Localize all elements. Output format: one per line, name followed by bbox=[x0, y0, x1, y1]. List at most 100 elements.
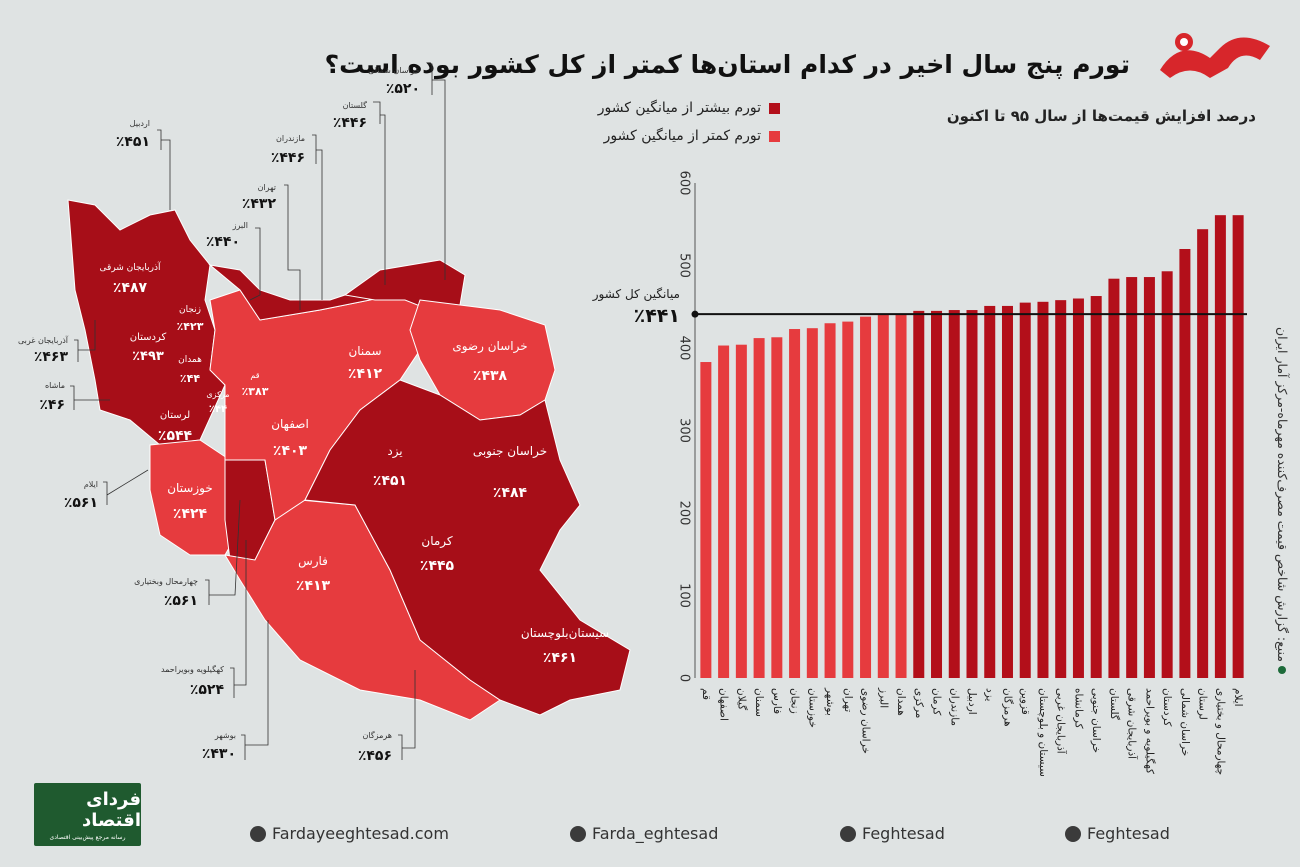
bar bbox=[1019, 302, 1031, 678]
footer-website-link[interactable]: Fardayeeghtesad.com bbox=[250, 824, 449, 843]
x-tick-label: گیلان bbox=[735, 688, 748, 710]
map-shapes bbox=[67, 199, 631, 721]
callout-value: ٪۴۳۲ bbox=[242, 196, 277, 212]
map-label-semnan: سمنان ٪۴۱۲ bbox=[348, 344, 383, 382]
map-region-name: یزد bbox=[387, 444, 402, 459]
source-text: منبع: گزارش شاخص قیمت مصرف‌کننده مهرماه-… bbox=[1275, 327, 1290, 663]
x-tick-label: البرز bbox=[877, 687, 889, 708]
callout-value: ٪۴۳۰ bbox=[202, 746, 236, 762]
average-reference-label: میانگین کل کشور bbox=[592, 287, 680, 302]
footer-instagram-link[interactable]: Farda_eghtesad bbox=[570, 824, 718, 843]
x-tick-label: لرستان bbox=[1197, 688, 1209, 720]
map-region-name: فارس bbox=[298, 554, 328, 569]
y-tick-label: 400 bbox=[677, 336, 692, 361]
map-region-name: کرمان bbox=[421, 534, 453, 549]
average-reference-value: ٪۴۴۱ bbox=[634, 305, 680, 327]
map-label-isfahan: اصفهان ٪۴۰۳ bbox=[271, 417, 309, 459]
bar bbox=[1197, 229, 1209, 678]
bar bbox=[806, 328, 818, 678]
y-axis-ticks: 0 100 200 300 400 500 600 bbox=[677, 171, 692, 683]
source-note: منبع: گزارش شاخص قیمت مصرف‌کننده مهرماه-… bbox=[1275, 280, 1290, 680]
footer-twitter-text: Feghtesad bbox=[1087, 824, 1170, 843]
x-tick-label: آذربایجان شرقی bbox=[1126, 688, 1139, 760]
map-region-value: ٪۴۲۴ bbox=[173, 506, 208, 522]
callout-mazandaran: مازندران ٪۴۴۶ bbox=[271, 134, 305, 166]
x-tick-label: کردستان bbox=[1161, 688, 1173, 726]
callout-line bbox=[230, 540, 247, 698]
x-tick-label: خراسان جنوبی bbox=[1090, 688, 1102, 753]
y-tick-label: 500 bbox=[677, 253, 692, 278]
callout-tehran: تهران ٪۴۳۲ bbox=[242, 183, 277, 212]
x-tick-label: چهارمحال و بختیاری bbox=[1214, 688, 1226, 775]
map-region-name: خوزستان bbox=[167, 481, 213, 496]
bar bbox=[1232, 215, 1244, 679]
x-tick-label: گلستان bbox=[1108, 688, 1121, 720]
bar bbox=[1161, 271, 1173, 678]
callout-value: ٪۴۴۶ bbox=[333, 115, 367, 131]
bar-chart: 0 100 200 300 400 500 600 قم اصفهان گیلان سمنان فا… bbox=[592, 171, 1247, 777]
map-region-value: ٪۴۳۸ bbox=[473, 368, 508, 384]
callout-name: آذربایجان غربی bbox=[18, 335, 69, 345]
x-tick-label: خوزستان bbox=[806, 688, 818, 728]
legend-item-below: تورم کمتر از میانگین کشور bbox=[598, 128, 780, 144]
callout-north-khorasan: خراسان شمالی ٪۵۲۰ bbox=[368, 66, 420, 97]
x-tick-label: یزد bbox=[984, 688, 996, 701]
map-label-fars: فارس ٪۴۱۳ bbox=[296, 554, 331, 594]
map-label-razavi: خراسان رضوی ٪۴۳۸ bbox=[452, 339, 527, 384]
bar bbox=[1090, 296, 1102, 678]
map-label-kerman: کرمان ٪۴۴۵ bbox=[420, 534, 455, 574]
footer-telegram-text: Feghtesad bbox=[862, 824, 945, 843]
x-tick-label: اردبیل bbox=[966, 688, 978, 715]
y-tick-label: 100 bbox=[677, 583, 692, 608]
bar bbox=[877, 315, 889, 678]
page-title: تورم پنج سال اخیر در کدام استان‌ها کمتر … bbox=[324, 50, 1130, 79]
map-region-value: ٪۴۴ bbox=[209, 404, 227, 415]
callout-line bbox=[205, 499, 241, 605]
map-label-hamedan: همدان ٪۴۴ bbox=[178, 355, 202, 385]
map-region-northeast bbox=[343, 259, 466, 311]
x-axis-labels: قم اصفهان گیلان سمنان فارس زنجان خوزستان بوشهر ت… bbox=[700, 687, 1244, 777]
callout-value: ٪۵۶۱ bbox=[164, 593, 198, 609]
bar bbox=[984, 305, 996, 678]
callout-ilam: ایلام ٪۵۶۱ bbox=[64, 480, 98, 511]
x-tick-label: هرمزگان bbox=[1001, 688, 1014, 727]
map-region-name: سمنان bbox=[348, 344, 381, 358]
map-region-east bbox=[304, 379, 631, 716]
callout-name: ایلام bbox=[84, 480, 98, 489]
map-region-name: لرستان bbox=[160, 410, 190, 421]
bar bbox=[1055, 300, 1067, 678]
callout-value: ٪۵۲۴ bbox=[190, 682, 225, 698]
map-region-value: ٪۴۱۲ bbox=[348, 366, 383, 382]
callout-kermanshah: ماشاه ٪۴۶ bbox=[39, 381, 65, 413]
legend-label-below: تورم کمتر از میانگین کشور bbox=[603, 128, 761, 144]
callout-value: ٪۴۴۶ bbox=[271, 150, 305, 166]
bar bbox=[913, 310, 925, 678]
callout-name: اردبیل bbox=[130, 119, 150, 128]
bar bbox=[753, 338, 765, 678]
bar bbox=[1179, 249, 1191, 678]
map-region-name: قم bbox=[250, 371, 259, 380]
x-tick-label: فارس bbox=[771, 688, 783, 714]
callout-ardabil: اردبیل ٪۴۵۱ bbox=[116, 119, 150, 150]
callout-name: کهگیلویه وبویراحمد bbox=[161, 664, 224, 674]
footer-twitter-link[interactable]: Feghtesad bbox=[1065, 824, 1170, 843]
x-tick-label: همدان bbox=[895, 688, 907, 716]
callout-name: گلستان bbox=[343, 100, 368, 110]
bar bbox=[824, 323, 836, 678]
map-region-value: ٪۴۲۳ bbox=[177, 320, 204, 333]
x-tick-label: خراسان رضوی bbox=[860, 688, 872, 754]
callout-name: هرمزگان bbox=[363, 730, 392, 740]
map-region-name: کردستان bbox=[130, 332, 167, 343]
callout-line bbox=[103, 469, 149, 505]
map-region-name: خراسان جنوبی bbox=[473, 444, 547, 459]
map-callouts bbox=[70, 63, 446, 760]
callout-value: ٪۴۵۶ bbox=[358, 748, 392, 764]
instagram-icon bbox=[570, 825, 586, 842]
x-tick-label: زنجان bbox=[789, 688, 801, 714]
callout-line bbox=[428, 63, 446, 280]
callout-line bbox=[70, 385, 110, 410]
bar bbox=[948, 310, 960, 678]
map-region-value: ٪۴۵۱ bbox=[373, 473, 407, 489]
map-label-qom: قم ٪۳۸۳ bbox=[242, 371, 269, 398]
footer-telegram-link[interactable]: Feghtesad bbox=[840, 824, 945, 843]
